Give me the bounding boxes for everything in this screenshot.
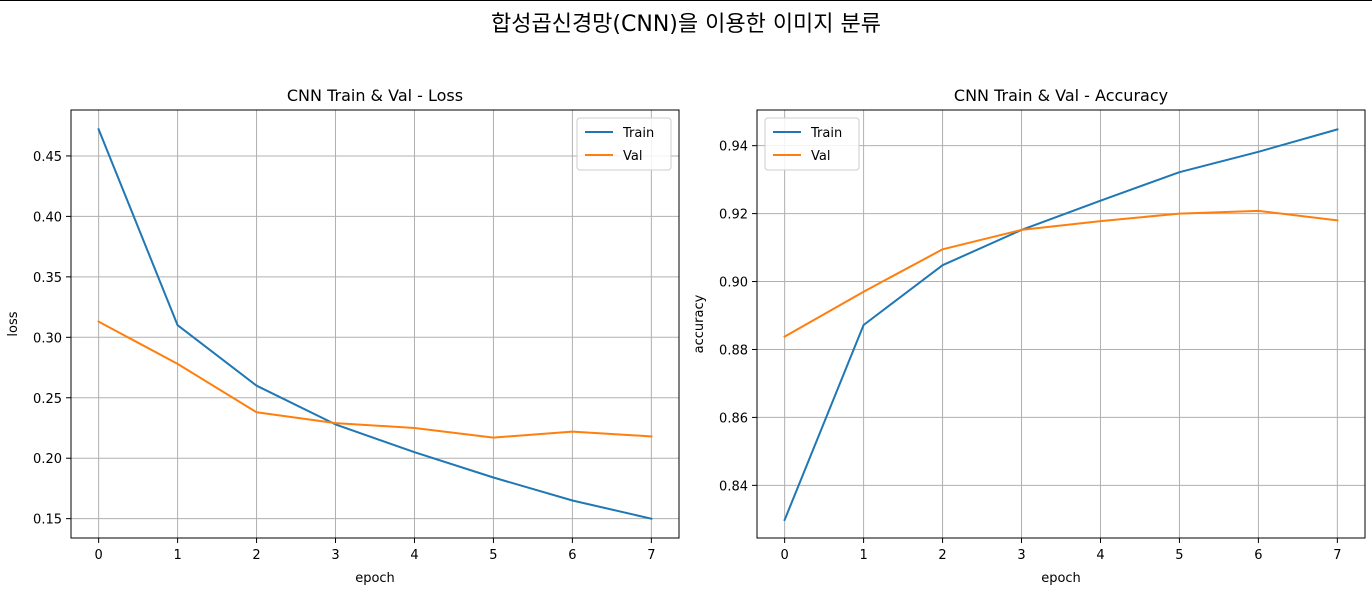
y-tick-label: 0.88 xyxy=(719,343,748,358)
legend-label-val: Val xyxy=(623,149,642,164)
x-tick-label: 0 xyxy=(780,548,788,563)
y-tick-label: 0.20 xyxy=(33,452,62,467)
y-tick-label: 0.15 xyxy=(33,513,62,528)
x-tick-label: 3 xyxy=(331,548,339,563)
x-tick-label: 3 xyxy=(1017,548,1025,563)
x-axis-label: epoch xyxy=(1041,571,1081,586)
y-tick-label: 0.40 xyxy=(33,210,62,225)
y-tick-label: 0.92 xyxy=(719,208,748,223)
series-line-train xyxy=(783,128,1339,522)
axes-frame xyxy=(756,109,1366,539)
x-tick-label: 1 xyxy=(173,548,181,563)
accuracy-chart: 0 1 2 3 4 5 6 7 0.84 0.86 0.88 0.90 0.92 0.94 CNN Trai… xyxy=(692,86,1366,586)
y-tick-label: 0.94 xyxy=(719,140,748,155)
legend-label-train: Train xyxy=(810,126,842,141)
y-tick-label: 0.86 xyxy=(719,411,748,426)
y-tick-label: 0.30 xyxy=(33,331,62,346)
chart-title: CNN Train & Val - Accuracy xyxy=(954,86,1168,105)
x-tick-label: 7 xyxy=(1333,548,1341,563)
series-line-train xyxy=(97,127,653,520)
x-tick-label: 4 xyxy=(410,548,418,563)
loss-chart: 0 1 2 3 4 5 6 7 0.15 0.20 0.25 0.30 0.35 0.40 0.45 CNN … xyxy=(6,86,680,586)
y-tick-label: 0.25 xyxy=(33,392,62,407)
y-axis-label: accuracy xyxy=(692,294,707,353)
legend-label-train: Train xyxy=(622,126,654,141)
legend: Train Val xyxy=(576,117,672,171)
y-axis-label: loss xyxy=(6,311,21,336)
axes-frame xyxy=(70,109,680,539)
chart-title: CNN Train & Val - Loss xyxy=(287,86,463,105)
x-tick-label: 5 xyxy=(489,548,497,563)
y-tick-label: 0.90 xyxy=(719,276,748,291)
legend-label-val: Val xyxy=(811,149,830,164)
series-line-val xyxy=(783,209,1339,338)
y-tick-label: 0.84 xyxy=(719,479,748,494)
x-tick-label: 5 xyxy=(1175,548,1183,563)
x-tick-label: 2 xyxy=(252,548,260,563)
x-tick-label: 2 xyxy=(938,548,946,563)
x-tick-label: 6 xyxy=(568,548,576,563)
x-tick-label: 4 xyxy=(1096,548,1104,563)
x-tick-label: 1 xyxy=(859,548,867,563)
y-tick-label: 0.35 xyxy=(33,271,62,286)
legend: Train Val xyxy=(764,117,860,171)
y-tick-label: 0.45 xyxy=(33,150,62,165)
x-axis-label: epoch xyxy=(355,571,395,586)
suptitle: 합성곱신경망(CNN)을 이용한 이미지 분류 xyxy=(491,12,881,37)
x-tick-label: 7 xyxy=(647,548,655,563)
x-tick-label: 6 xyxy=(1254,548,1262,563)
x-tick-label: 0 xyxy=(94,548,102,563)
series-line-val xyxy=(97,320,653,439)
